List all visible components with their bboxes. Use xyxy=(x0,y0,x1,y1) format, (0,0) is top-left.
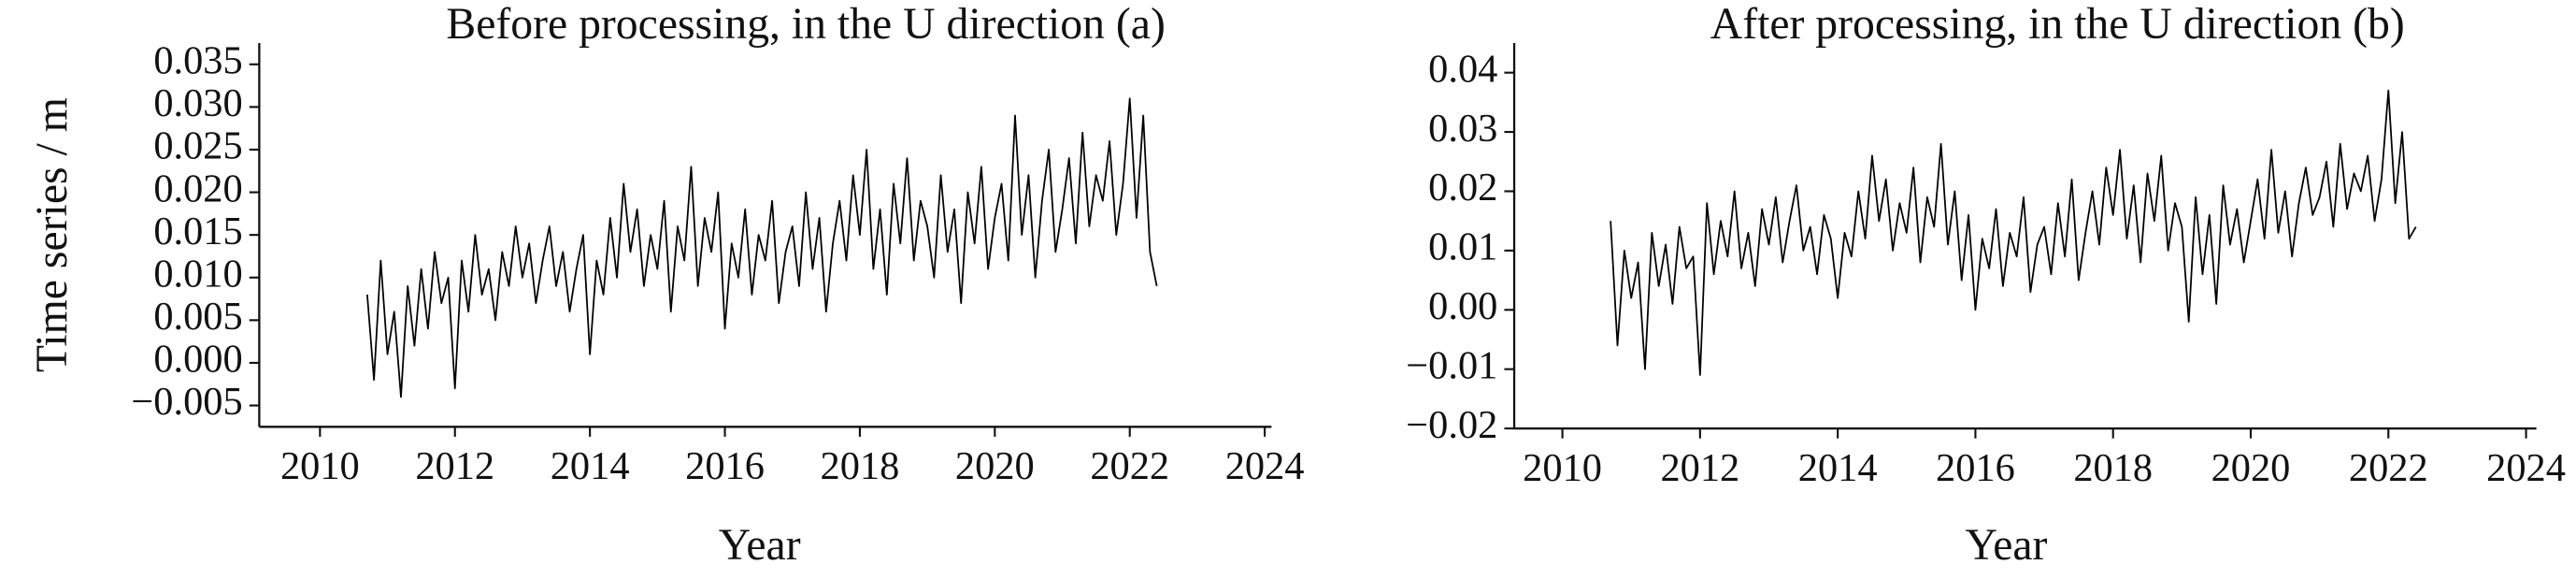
series-line xyxy=(366,97,1158,398)
x-tick-label: 2010 xyxy=(280,444,360,488)
x-tick-label: 2024 xyxy=(2486,446,2566,490)
x-tick-label: 2012 xyxy=(1660,446,1739,490)
x-tick-label: 2018 xyxy=(821,444,900,488)
x-tick-label: 2018 xyxy=(2073,446,2153,490)
y-axis-label: Time series / m xyxy=(27,97,77,372)
y-tick-label: 0.035 xyxy=(153,38,242,82)
x-tick-label: 2014 xyxy=(1798,446,1878,490)
y-tick-label: 0.030 xyxy=(153,81,242,125)
y-tick-label: 0.025 xyxy=(153,124,242,168)
x-tick-label: 2022 xyxy=(2349,446,2428,490)
x-tick-label: 2014 xyxy=(551,444,630,488)
chart-title: Before processing, in the U direction (a… xyxy=(446,0,1165,49)
y-tick-label: 0.005 xyxy=(153,295,242,339)
y-tick-label: −0.02 xyxy=(1406,403,1497,447)
x-tick-label: 2012 xyxy=(415,444,494,488)
x-tick-label: 2020 xyxy=(2211,446,2291,490)
y-tick-label: −0.005 xyxy=(131,380,242,424)
x-tick-label: 2016 xyxy=(685,444,765,488)
y-tick-label: 0.00 xyxy=(1428,284,1497,328)
y-tick-label: 0.03 xyxy=(1428,107,1497,151)
y-tick-label: 0.020 xyxy=(153,166,242,210)
y-tick-label: 0.000 xyxy=(153,338,242,382)
y-tick-label: 0.01 xyxy=(1428,225,1497,269)
y-tick-label: 0.010 xyxy=(153,252,242,296)
y-tick-label: 0.015 xyxy=(153,210,242,253)
x-axis-label: Year xyxy=(1966,520,2048,570)
chart-title: After processing, in the U direction (b) xyxy=(1710,0,2405,49)
x-tick-label: 2022 xyxy=(1090,444,1169,488)
y-tick-label: 0.02 xyxy=(1428,166,1497,210)
y-tick-label: −0.01 xyxy=(1406,343,1497,387)
y-tick-label: 0.04 xyxy=(1428,47,1497,91)
x-tick-label: 2024 xyxy=(1225,444,1305,488)
x-tick-label: 2020 xyxy=(955,444,1035,488)
x-tick-label: 2010 xyxy=(1523,446,1602,490)
series-line xyxy=(1610,89,2417,376)
x-tick-label: 2016 xyxy=(1936,446,2015,490)
x-axis-label: Year xyxy=(719,520,801,570)
